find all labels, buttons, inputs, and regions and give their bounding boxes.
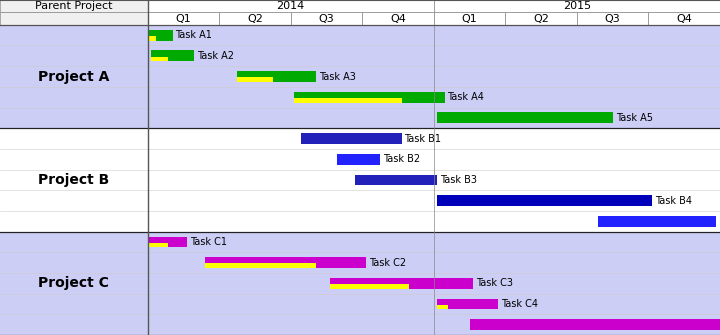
Bar [0,25,720,128]
Bar [0,231,720,335]
Bar [148,243,168,247]
Text: Task C4: Task C4 [501,299,538,309]
Text: Q3: Q3 [605,14,621,23]
Text: Task B4: Task B4 [655,196,692,206]
Text: Task A3: Task A3 [319,71,356,81]
Text: Task C1: Task C1 [190,237,227,247]
Text: Q2: Q2 [534,14,549,23]
Text: Q4: Q4 [390,14,406,23]
Text: Q1: Q1 [462,14,477,23]
Bar [291,12,362,25]
Text: Task C3: Task C3 [476,278,513,288]
Bar [0,0,720,25]
Bar [362,12,434,25]
Bar [437,305,448,309]
Text: Project B: Project B [38,173,109,187]
Bar [151,57,168,61]
Bar [0,0,148,12]
Text: Project C: Project C [38,276,109,290]
Bar [148,36,156,41]
Bar [219,12,291,25]
Bar [433,12,505,25]
Bar [330,284,409,289]
Text: Q2: Q2 [247,14,263,23]
Bar [437,195,652,206]
Text: Task B2: Task B2 [383,154,420,164]
Bar [151,51,194,61]
Bar [437,298,498,309]
Bar [0,12,148,25]
Bar [148,30,173,41]
Text: Task B3: Task B3 [440,175,477,185]
Text: Task B1: Task B1 [405,134,441,144]
Text: Q3: Q3 [319,14,334,23]
Text: Task C2: Task C2 [369,258,406,268]
Text: Task A5: Task A5 [616,113,652,123]
Bar [505,12,577,25]
Text: Project A: Project A [38,69,109,83]
Bar [204,257,366,268]
Bar [204,263,316,268]
Bar [469,319,720,330]
Text: 2015: 2015 [563,1,591,11]
Bar [237,71,316,82]
Text: Q1: Q1 [176,14,192,23]
Text: Parent Project: Parent Project [35,1,112,11]
Text: Task A1: Task A1 [176,30,212,40]
Bar [294,92,444,103]
Bar [437,113,613,123]
Bar [294,98,402,103]
Bar [148,0,434,12]
Bar [148,237,187,247]
Bar [302,133,402,144]
Text: 2014: 2014 [276,1,305,11]
Bar [237,77,273,82]
Bar [0,128,720,231]
Bar [355,175,437,185]
Bar [598,216,716,227]
Bar [337,154,380,164]
Bar [577,12,649,25]
Text: Q4: Q4 [676,14,692,23]
Bar [330,278,473,289]
Text: Task A2: Task A2 [197,51,234,61]
Bar [649,12,720,25]
Bar [433,0,720,12]
Bar [148,12,219,25]
Text: Task A4: Task A4 [447,92,485,102]
